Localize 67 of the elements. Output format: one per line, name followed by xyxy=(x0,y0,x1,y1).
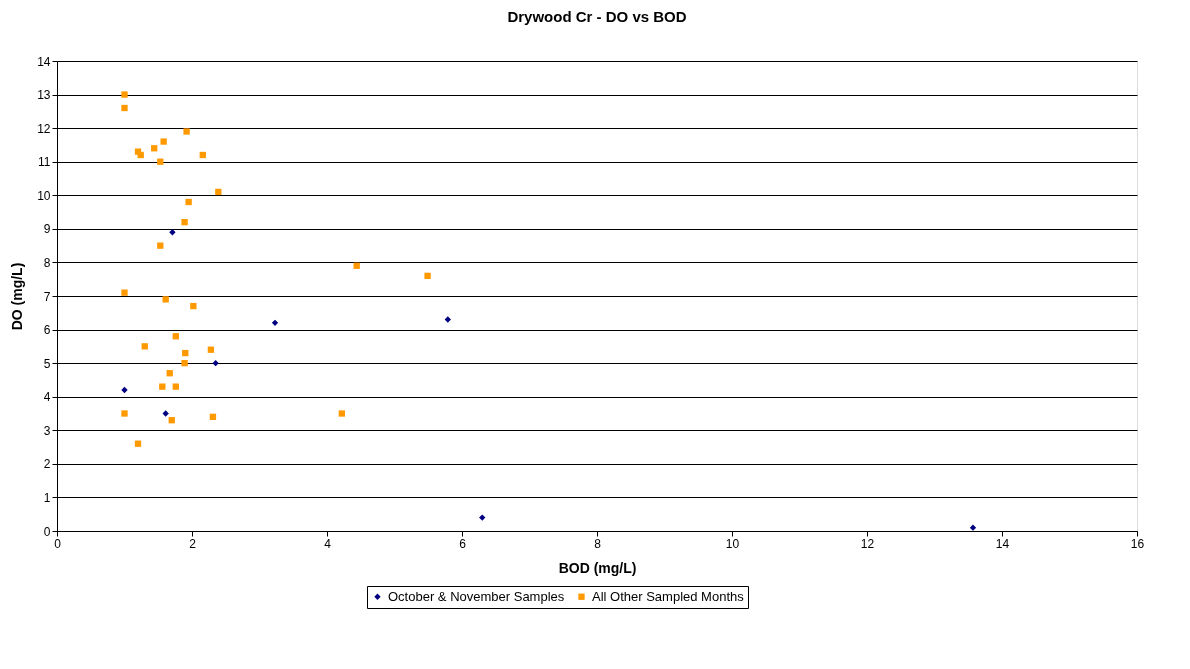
point xyxy=(157,242,164,249)
point xyxy=(444,316,451,323)
point xyxy=(172,333,179,340)
chart-title: Drywood Cr - DO vs BOD xyxy=(507,8,687,25)
point xyxy=(172,383,179,390)
y-tick-label: 2 xyxy=(43,457,51,472)
point xyxy=(162,296,169,303)
point xyxy=(199,151,206,159)
y-tick-label: 14 xyxy=(37,54,51,69)
point xyxy=(121,410,128,417)
y-tick-label: 8 xyxy=(43,255,51,270)
point xyxy=(183,128,190,135)
y-tick-label: 5 xyxy=(43,356,51,371)
point xyxy=(157,158,164,165)
y-tick-label: 12 xyxy=(37,121,51,136)
y-tick-label: 10 xyxy=(37,188,51,203)
point xyxy=(121,289,128,296)
y-tick-label: 1 xyxy=(43,490,51,505)
x-tick-label: 8 xyxy=(594,536,602,551)
point xyxy=(181,359,188,367)
x-tick-label: 2 xyxy=(189,536,197,551)
point xyxy=(969,524,977,531)
point xyxy=(162,410,169,417)
point xyxy=(353,262,360,269)
legend-label: All Other Sampled Months xyxy=(592,588,745,604)
point xyxy=(166,370,173,377)
x-tick-label: 4 xyxy=(324,536,332,551)
y-tick-label: 4 xyxy=(43,390,51,405)
x-tick-label: 0 xyxy=(54,536,62,551)
x-tick-label: 16 xyxy=(1130,536,1145,551)
legend-label: October & November Samples xyxy=(388,588,565,604)
y-tick-label: 3 xyxy=(43,423,51,438)
y-axis-title: DO (mg/L) xyxy=(9,262,26,331)
y-tick-label: 0 xyxy=(43,524,51,539)
point xyxy=(215,188,222,196)
point xyxy=(207,346,215,353)
y-tick-label: 11 xyxy=(38,155,51,170)
point xyxy=(121,91,128,98)
y-tick-label: 6 xyxy=(43,323,51,338)
point xyxy=(185,198,192,206)
point xyxy=(160,138,167,145)
point xyxy=(121,386,128,394)
point xyxy=(479,514,486,521)
x-tick-label: 14 xyxy=(995,536,1010,551)
point xyxy=(137,151,144,159)
point xyxy=(121,104,128,112)
point xyxy=(209,413,217,421)
point xyxy=(181,218,188,226)
point xyxy=(212,359,219,367)
x-tick-label: 10 xyxy=(725,536,740,551)
point xyxy=(168,417,175,424)
point xyxy=(159,383,166,390)
point xyxy=(271,319,279,327)
point xyxy=(182,349,189,357)
point xyxy=(424,272,431,280)
x-tick-label: 6 xyxy=(459,536,467,551)
point xyxy=(151,145,158,152)
point xyxy=(134,440,142,447)
point xyxy=(141,343,148,350)
x-tick-label: 12 xyxy=(860,536,875,551)
x-axis-title: BOD (mg/L) xyxy=(558,559,637,576)
point xyxy=(169,229,176,236)
y-tick-label: 7 xyxy=(43,289,51,304)
y-tick-label: 9 xyxy=(43,222,51,237)
point xyxy=(338,410,346,417)
y-tick-label: 13 xyxy=(37,88,51,103)
point xyxy=(190,302,197,310)
